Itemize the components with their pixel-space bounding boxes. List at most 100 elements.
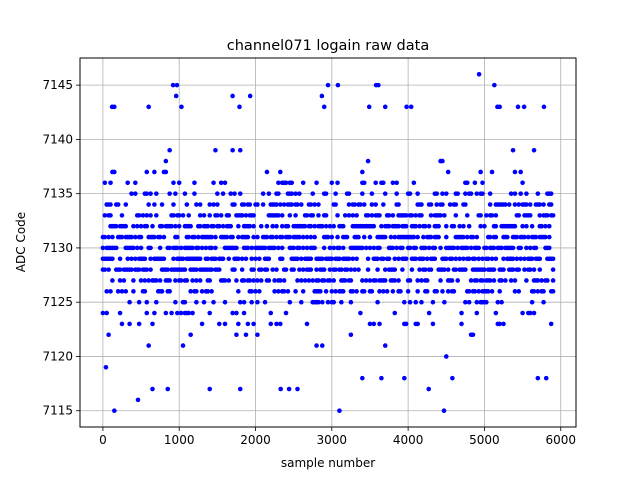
data-points bbox=[100, 71, 556, 414]
data-point bbox=[457, 223, 462, 229]
data-point bbox=[157, 234, 163, 240]
data-point bbox=[319, 343, 325, 348]
data-point bbox=[119, 289, 125, 294]
data-point bbox=[268, 321, 274, 327]
data-point bbox=[112, 104, 117, 110]
data-point bbox=[161, 234, 167, 240]
data-point bbox=[211, 202, 216, 207]
data-point bbox=[300, 180, 306, 186]
data-point bbox=[228, 191, 234, 196]
data-point bbox=[173, 299, 178, 305]
data-point bbox=[451, 245, 457, 251]
data-point bbox=[450, 375, 455, 381]
data-point bbox=[167, 147, 172, 153]
data-point bbox=[192, 191, 197, 196]
data-point bbox=[173, 278, 178, 283]
data-point bbox=[295, 256, 300, 262]
data-point bbox=[197, 213, 203, 218]
data-point bbox=[135, 397, 141, 403]
data-point bbox=[337, 408, 342, 414]
data-point bbox=[468, 278, 474, 283]
data-point bbox=[279, 234, 285, 240]
data-point bbox=[300, 289, 306, 294]
data-point bbox=[335, 234, 340, 240]
data-point bbox=[131, 289, 136, 294]
data-point bbox=[524, 245, 529, 251]
data-point bbox=[302, 223, 308, 229]
data-point bbox=[289, 191, 295, 196]
data-point bbox=[318, 289, 323, 294]
data-point bbox=[367, 234, 373, 240]
data-point bbox=[209, 267, 214, 272]
data-point bbox=[510, 147, 516, 153]
data-point bbox=[152, 234, 157, 240]
data-point bbox=[426, 245, 432, 251]
data-point bbox=[146, 104, 151, 110]
data-point bbox=[428, 213, 434, 218]
data-point bbox=[123, 289, 129, 294]
data-point bbox=[442, 299, 447, 305]
data-point bbox=[157, 245, 163, 251]
data-point bbox=[133, 256, 138, 262]
data-point bbox=[333, 202, 338, 207]
data-point bbox=[474, 278, 480, 283]
data-point bbox=[207, 213, 213, 218]
data-point bbox=[226, 278, 232, 283]
data-point bbox=[306, 278, 312, 283]
data-point bbox=[171, 202, 176, 207]
data-point bbox=[520, 310, 525, 316]
data-point bbox=[524, 191, 529, 196]
data-point bbox=[218, 213, 224, 218]
data-point bbox=[402, 375, 407, 381]
data-point bbox=[218, 180, 224, 186]
data-point bbox=[115, 289, 121, 294]
data-point bbox=[455, 245, 461, 251]
data-point bbox=[169, 310, 174, 316]
data-point bbox=[182, 267, 188, 272]
data-point bbox=[159, 223, 165, 229]
data-point bbox=[186, 234, 192, 240]
data-point bbox=[522, 256, 527, 262]
data-point bbox=[278, 278, 283, 283]
data-point bbox=[527, 213, 533, 218]
data-point bbox=[541, 299, 546, 305]
data-point bbox=[512, 289, 518, 294]
data-point bbox=[394, 191, 399, 196]
data-point bbox=[100, 310, 106, 316]
data-point bbox=[266, 256, 272, 262]
data-point bbox=[215, 213, 220, 218]
data-point bbox=[173, 93, 179, 99]
data-point bbox=[270, 234, 275, 240]
data-point bbox=[445, 289, 451, 294]
data-point bbox=[512, 223, 518, 229]
data-point bbox=[291, 245, 296, 251]
data-point bbox=[274, 321, 279, 327]
data-point bbox=[310, 191, 316, 196]
data-point bbox=[247, 278, 253, 283]
data-point bbox=[157, 278, 163, 283]
data-point bbox=[377, 289, 382, 294]
data-point bbox=[201, 213, 207, 218]
data-point bbox=[526, 234, 531, 240]
data-point bbox=[257, 256, 262, 262]
data-point bbox=[319, 299, 325, 305]
data-point bbox=[152, 169, 157, 175]
data-point bbox=[491, 278, 497, 283]
data-point bbox=[194, 289, 199, 294]
data-point bbox=[251, 278, 256, 283]
data-point bbox=[548, 191, 554, 196]
data-point bbox=[350, 289, 356, 294]
data-point bbox=[121, 278, 127, 283]
data-point bbox=[178, 245, 184, 251]
data-point bbox=[400, 245, 405, 251]
data-point bbox=[102, 180, 108, 186]
data-point bbox=[413, 213, 419, 218]
data-point bbox=[103, 365, 109, 370]
data-point bbox=[501, 267, 506, 272]
data-point bbox=[468, 245, 474, 251]
data-point bbox=[470, 332, 476, 338]
data-point bbox=[365, 256, 371, 262]
data-point bbox=[142, 289, 148, 294]
data-point bbox=[266, 278, 272, 283]
data-point bbox=[512, 191, 518, 196]
